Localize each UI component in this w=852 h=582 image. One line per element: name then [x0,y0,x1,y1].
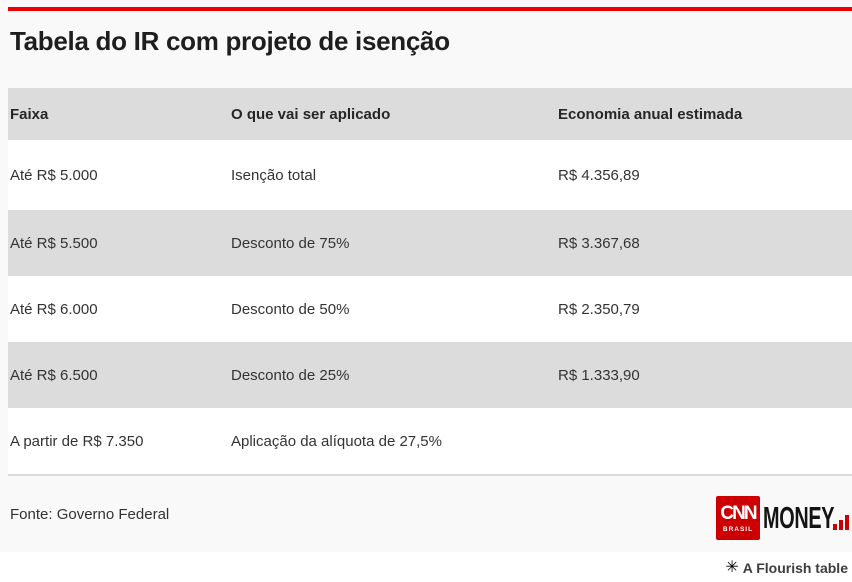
top-accent-bar [8,7,852,11]
cnn-brasil-label: BRASIL [722,525,754,533]
cell-economia: R$ 1.333,90 [558,366,640,384]
cell-aplicado: Aplicação da alíquota de 27,5% [231,432,442,450]
cnn-money-logo: CNN BRASIL MONEY [716,496,849,540]
column-header-faixa: Faixa [10,105,49,123]
flourish-attribution-link[interactable]: ✳ A Flourish table [725,559,848,577]
table-footer: Fonte: Governo Federal CNN BRASIL MONEY [8,474,852,552]
cell-economia: R$ 2.350,79 [558,300,640,318]
cell-economia: R$ 3.367,68 [558,234,640,252]
cnn-wordmark: CNN [720,501,757,524]
source-note: Fonte: Governo Federal [10,505,170,523]
cell-economia: R$ 4.356,89 [558,166,640,184]
money-wordmark: MONEY [763,500,835,535]
cell-faixa: Até R$ 6.000 [10,300,98,318]
table-row: A partir de R$ 7.350 Aplicação da alíquo… [8,408,852,474]
table-row: Até R$ 5.000 Isenção total R$ 4.356,89 [8,140,852,210]
table-header-row: Faixa O que vai ser aplicado Economia an… [8,88,852,140]
cell-aplicado: Isenção total [231,166,317,184]
flourish-logo-icon: ✳ [725,559,739,576]
bar-chart-icon [833,501,849,535]
column-header-economia: Economia anual estimada [558,105,743,123]
cell-faixa: A partir de R$ 7.350 [10,432,144,450]
cnn-brasil-logo: CNN BRASIL [716,496,760,540]
cell-aplicado: Desconto de 75% [231,234,350,252]
page-title: Tabela do IR com projeto de isenção [10,26,450,56]
table-row: Até R$ 6.000 Desconto de 50% R$ 2.350,79 [8,276,852,342]
table-row: Até R$ 5.500 Desconto de 75% R$ 3.367,68 [8,210,852,276]
cell-aplicado: Desconto de 25% [231,366,350,384]
flourish-attribution-label: A Flourish table [742,560,848,576]
cell-faixa: Até R$ 5.000 [10,166,98,184]
cell-aplicado: Desconto de 50% [231,300,350,318]
ir-table: Faixa O que vai ser aplicado Economia an… [8,88,852,552]
cell-faixa: Até R$ 5.500 [10,234,98,252]
flourish-card: Tabela do IR com projeto de isenção Faix… [8,7,852,552]
cell-faixa: Até R$ 6.500 [10,366,98,384]
table-row: Até R$ 6.500 Desconto de 25% R$ 1.333,90 [8,342,852,408]
column-header-aplicado: O que vai ser aplicado [231,105,391,123]
